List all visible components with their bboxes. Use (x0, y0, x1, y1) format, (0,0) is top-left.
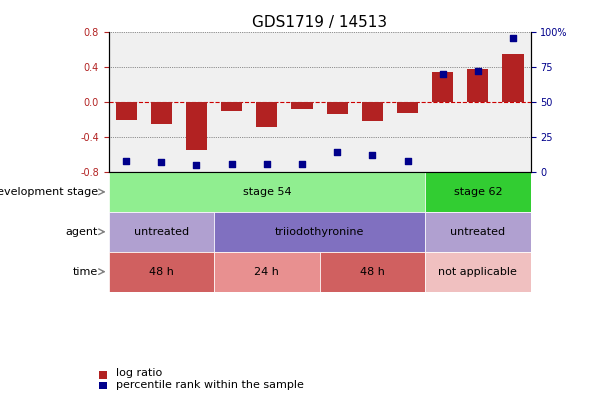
Text: untreated: untreated (134, 227, 189, 237)
Point (157, 159, 166, 165)
Text: development stage: development stage (0, 187, 98, 197)
Text: 24 h: 24 h (254, 266, 279, 277)
Text: 48 h: 48 h (149, 266, 174, 277)
Point (438, 71, 447, 77)
Title: GDS1719 / 14513: GDS1719 / 14513 (252, 15, 387, 30)
Point (473, 68, 482, 75)
Point (297, 160, 307, 167)
Point (508, 35, 518, 41)
Bar (186, 102, 207, 150)
Text: log ratio: log ratio (109, 368, 162, 377)
Point (262, 160, 271, 167)
Bar (151, 102, 172, 124)
Text: agent: agent (66, 227, 98, 237)
Text: triiodothyronine: triiodothyronine (275, 227, 364, 237)
Bar (221, 102, 242, 111)
FancyBboxPatch shape (214, 212, 425, 252)
FancyBboxPatch shape (214, 252, 320, 292)
Bar (327, 102, 348, 113)
Point (403, 158, 412, 164)
Text: stage 54: stage 54 (242, 187, 291, 197)
Bar (291, 102, 312, 109)
Point (227, 160, 236, 167)
Bar (397, 102, 418, 113)
FancyBboxPatch shape (109, 212, 214, 252)
Text: time: time (73, 266, 98, 277)
FancyBboxPatch shape (425, 252, 531, 292)
Bar (256, 102, 277, 127)
Bar (116, 102, 137, 119)
Text: 48 h: 48 h (360, 266, 385, 277)
FancyBboxPatch shape (425, 212, 531, 252)
Bar (432, 72, 453, 102)
Point (332, 149, 342, 156)
Text: stage 62: stage 62 (453, 187, 502, 197)
FancyBboxPatch shape (109, 172, 425, 212)
Text: percentile rank within the sample: percentile rank within the sample (109, 380, 303, 390)
Point (121, 158, 131, 164)
Bar (362, 102, 383, 122)
Text: not applicable: not applicable (438, 266, 517, 277)
Bar (467, 69, 488, 102)
Point (192, 162, 201, 168)
FancyBboxPatch shape (320, 252, 425, 292)
Bar (502, 54, 523, 102)
Point (367, 152, 377, 158)
FancyBboxPatch shape (109, 252, 214, 292)
Text: untreated: untreated (450, 227, 505, 237)
FancyBboxPatch shape (425, 172, 531, 212)
